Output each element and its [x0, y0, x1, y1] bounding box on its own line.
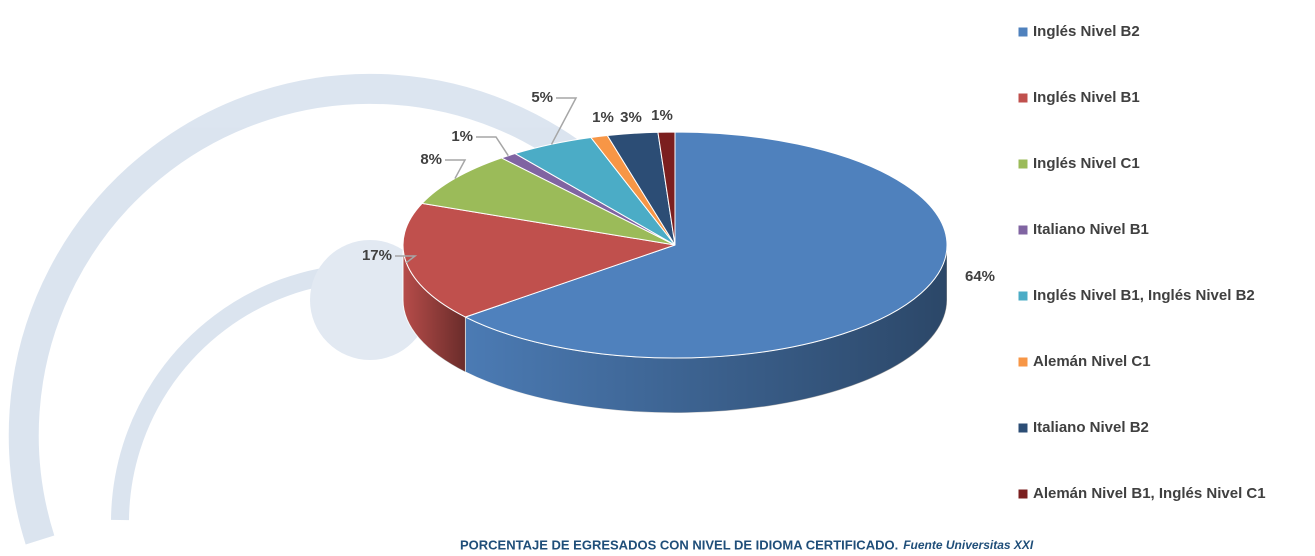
chart-title: PORCENTAJE DE EGRESADOS CON NIVEL DE IDI…: [460, 537, 898, 552]
legend-label: Alemán Nivel B1, Inglés Nivel C1: [1033, 485, 1266, 502]
legend-label: Inglés Nivel B2: [1033, 23, 1140, 40]
legend-label: Italiano Nivel B2: [1033, 419, 1149, 436]
legend-label: Italiano Nivel B1: [1033, 221, 1149, 238]
legend-swatch: [1018, 93, 1028, 103]
data-label: 17%: [362, 247, 392, 264]
chart-source: Fuente Universitas XXI: [903, 538, 1034, 552]
chart: PORCENTAJE DE EGRESADOS CON NIVEL DE IDI…: [0, 0, 1315, 556]
data-label: 5%: [531, 89, 553, 106]
legend-swatch: [1018, 423, 1028, 433]
legend-swatch: [1018, 159, 1028, 169]
data-label: 3%: [620, 109, 642, 126]
leader-line: [476, 137, 508, 156]
data-label: 1%: [592, 109, 614, 126]
data-label: 1%: [651, 107, 673, 124]
legend-label: Inglés Nivel B1, Inglés Nivel B2: [1033, 287, 1255, 304]
legend-swatch: [1018, 27, 1028, 37]
legend-swatch: [1018, 489, 1028, 499]
legend-swatch: [1018, 291, 1028, 301]
data-label: 8%: [420, 151, 442, 168]
legend-label: Inglés Nivel C1: [1033, 155, 1140, 172]
data-label: 1%: [451, 128, 473, 145]
data-label: 64%: [965, 268, 995, 285]
legend-label: Alemán Nivel C1: [1033, 353, 1151, 370]
legend-swatch: [1018, 225, 1028, 235]
legend-label: Inglés Nivel B1: [1033, 89, 1140, 106]
legend-swatch: [1018, 357, 1028, 367]
